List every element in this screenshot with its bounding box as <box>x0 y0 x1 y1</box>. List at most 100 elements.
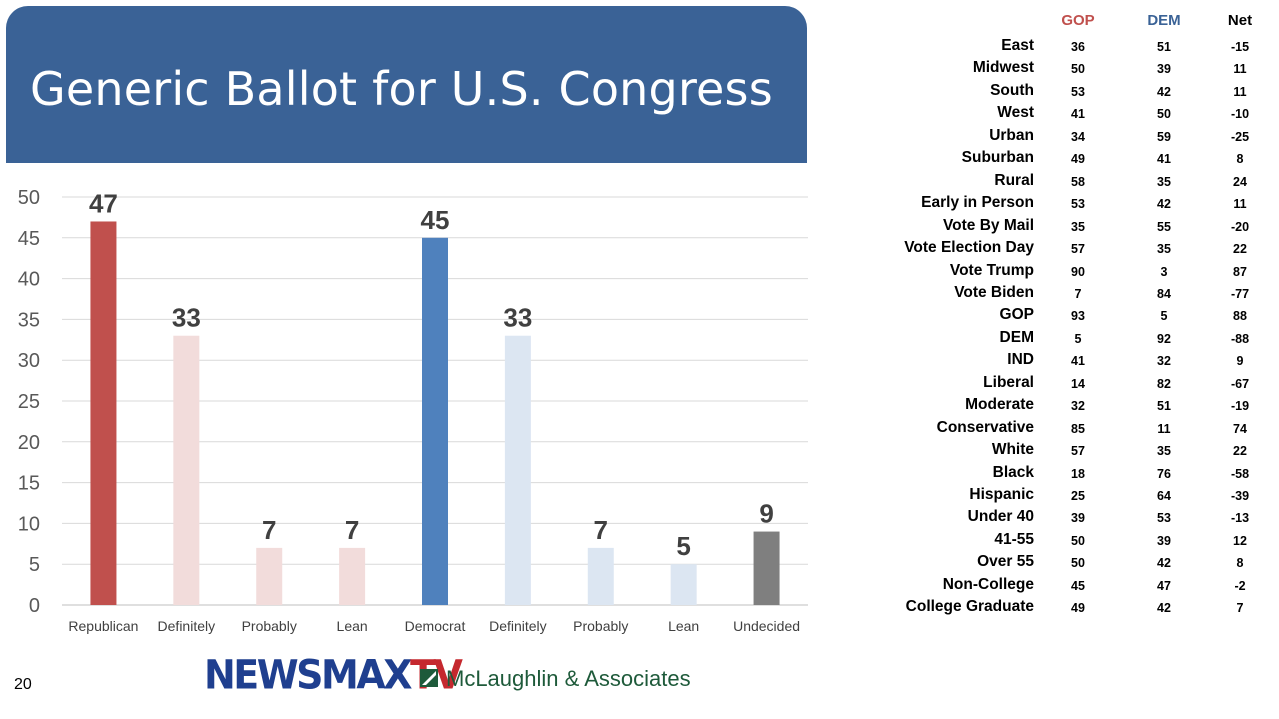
y-tick-label: 0 <box>29 595 40 617</box>
row-label: Black <box>992 463 1034 481</box>
row-label: South <box>990 81 1034 99</box>
slide-title: Generic Ballot for U.S. Congress <box>30 62 773 116</box>
net-value: -25 <box>1230 129 1250 144</box>
dem-value: 50 <box>1157 107 1171 122</box>
gop-value: 41 <box>1071 107 1085 122</box>
bar-undecided <box>753 531 780 605</box>
y-tick-label: 20 <box>18 432 40 454</box>
bar-chart: 0 5 10 15 20 25 30 35 40 45 50 47 Republican 33 Defini… <box>18 187 808 634</box>
net-value: 8 <box>1236 152 1244 167</box>
dem-value: 42 <box>1157 601 1171 616</box>
newsmax-logo-text: NEWSMAX <box>204 651 413 699</box>
gop-value: 41 <box>1071 354 1085 369</box>
gop-value: 53 <box>1071 197 1085 212</box>
dem-value: 41 <box>1157 152 1171 167</box>
bar-definitely <box>173 335 200 605</box>
gop-value: 93 <box>1071 309 1085 324</box>
table-row: Non-College 45 47 -2 <box>880 576 1270 598</box>
table-row: IND 41 32 9 <box>880 351 1270 373</box>
table-row: Black 18 76 -58 <box>880 464 1270 486</box>
dem-value: 51 <box>1157 40 1171 54</box>
gop-value: 32 <box>1071 399 1085 414</box>
row-label: College Graduate <box>905 598 1034 616</box>
row-label: Vote By Mail <box>942 216 1034 234</box>
dem-value: 11 <box>1157 421 1171 436</box>
gop-value: 58 <box>1071 174 1085 189</box>
y-tick-label: 35 <box>18 309 40 331</box>
net-value: 22 <box>1233 242 1247 257</box>
table-row: Vote Election Day 57 35 22 <box>880 239 1270 261</box>
y-tick-label: 15 <box>18 473 40 495</box>
data-label: 7 <box>594 515 608 545</box>
x-tick-label: Definitely <box>158 618 216 634</box>
dem-value: 32 <box>1157 354 1171 369</box>
row-label: Suburban <box>961 149 1034 167</box>
net-column-header: Net <box>1227 12 1253 29</box>
dem-column-header: DEM <box>1147 12 1181 29</box>
table-row: Early in Person 53 42 11 <box>880 194 1270 216</box>
row-label: Rural <box>994 171 1034 189</box>
y-tick-label: 10 <box>18 513 40 535</box>
gop-value: 36 <box>1071 40 1085 54</box>
table-row: Liberal 14 82 -67 <box>880 374 1270 396</box>
gop-column-header: GOP <box>1061 12 1095 29</box>
table-row: Vote Trump 90 3 87 <box>880 262 1270 284</box>
data-label: 7 <box>345 515 359 545</box>
row-label: IND <box>1007 351 1034 369</box>
net-value: 74 <box>1233 421 1247 436</box>
gop-value: 25 <box>1071 489 1085 503</box>
newsmax-tv-logo: NEWSMAXTV <box>204 651 463 699</box>
dem-value: 51 <box>1157 399 1171 414</box>
data-label: 47 <box>89 188 118 218</box>
data-label: 7 <box>262 515 276 545</box>
gop-value: 57 <box>1071 242 1085 257</box>
data-label: 33 <box>503 303 532 333</box>
dem-value: 42 <box>1157 84 1171 99</box>
row-label: GOP <box>999 306 1034 324</box>
net-value: 87 <box>1233 264 1247 279</box>
table-row: 41-55 50 39 12 <box>880 531 1270 553</box>
table-row: Moderate 32 51 -19 <box>880 396 1270 418</box>
y-tick-label: 40 <box>18 269 40 291</box>
row-label: Hispanic <box>969 486 1034 503</box>
dem-value: 42 <box>1157 556 1171 571</box>
row-label: Moderate <box>965 396 1034 414</box>
table-row: Rural 58 35 24 <box>880 172 1270 194</box>
y-tick-label: 5 <box>29 554 40 576</box>
x-tick-label: Probably <box>242 618 297 634</box>
net-value: 7 <box>1236 601 1244 616</box>
x-tick-label: Republican <box>68 618 138 634</box>
table-row: College Graduate 49 42 7 <box>880 598 1270 620</box>
dem-value: 92 <box>1157 331 1171 346</box>
net-value: -77 <box>1230 286 1250 301</box>
x-tick-label: Definitely <box>489 618 547 634</box>
net-value: 12 <box>1233 533 1247 548</box>
net-value: -19 <box>1230 399 1250 414</box>
row-label: Non-College <box>942 575 1034 593</box>
table-row: White 57 35 22 <box>880 441 1270 463</box>
gop-value: 49 <box>1071 601 1085 616</box>
dem-value: 84 <box>1157 286 1171 301</box>
bar-lean <box>670 564 697 605</box>
net-value: 88 <box>1233 309 1247 324</box>
table-row: Vote By Mail 35 55 -20 <box>880 217 1270 239</box>
net-value: -13 <box>1230 511 1250 526</box>
net-value: 22 <box>1233 444 1247 459</box>
net-value: -39 <box>1230 489 1250 503</box>
gop-value: 85 <box>1071 421 1085 436</box>
gop-value: 18 <box>1071 466 1085 481</box>
row-label: East <box>1001 37 1034 54</box>
bar-probably <box>256 547 283 605</box>
row-label: Vote Trump <box>949 261 1034 279</box>
y-tick-label: 30 <box>18 350 40 372</box>
net-value: 9 <box>1236 354 1244 369</box>
net-value: -2 <box>1234 578 1246 593</box>
table-row: South 53 42 11 <box>880 82 1270 104</box>
bar-probably <box>587 547 614 605</box>
row-label: Over 55 <box>977 553 1034 571</box>
table-row: GOP 93 5 88 <box>880 306 1270 328</box>
dem-value: 76 <box>1157 466 1171 481</box>
x-tick-label: Undecided <box>733 618 800 634</box>
y-tick-label: 45 <box>18 228 40 250</box>
bar-lean <box>339 547 366 605</box>
